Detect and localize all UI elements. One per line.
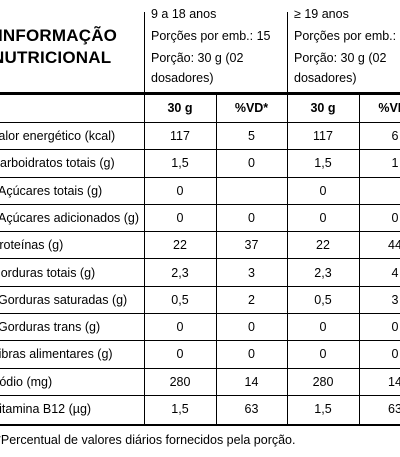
value-vd-19-plus: 4 (391, 265, 399, 280)
column-divider (287, 95, 288, 424)
value-portion-9-18: 2,3 (171, 265, 189, 280)
value-vd-9-18: 63 (244, 402, 259, 416)
table-row: Valor energético (kcal) 117 5 117 6 (0, 123, 400, 151)
value-portion-19-plus: 1,5 (314, 156, 332, 171)
value-portion-19-plus: 280 (312, 374, 334, 389)
table-row: Gorduras trans (g) 0 0 0 0 (0, 314, 400, 342)
group-portion-line2: dosadores) (294, 71, 357, 85)
value-vd-19-plus: 63 (388, 402, 400, 416)
value-vd-9-18: 0 (248, 347, 255, 362)
column-header-vd-2: %VD* (378, 101, 400, 115)
row-label: Vitamina B12 (µg) (0, 402, 92, 416)
column-divider (216, 95, 217, 424)
value-vd-9-18: 5 (248, 129, 255, 143)
table-row: Gorduras totais (g) 2,3 3 2,3 4 (0, 260, 400, 287)
row-label: Proteínas (g) (0, 238, 64, 253)
column-divider (144, 95, 145, 424)
value-portion-9-18: 0 (176, 210, 184, 225)
value-portion-19-plus: 0,5 (314, 292, 332, 307)
table-row: Açúcares adicionados (g) 0 0 0 0 (0, 205, 400, 233)
table-row: Açúcares totais (g) 0 0 (0, 178, 400, 205)
value-portion-19-plus: 0 (319, 347, 327, 362)
value-portion-19-plus: 0 (319, 320, 327, 335)
value-portion-19-plus: 1,5 (314, 402, 332, 416)
value-vd-19-plus: 1 (391, 156, 399, 171)
value-vd-19-plus: 0 (391, 320, 399, 335)
table-row: Carboidratos totais (g) 1,5 0 1,5 1 (0, 150, 400, 178)
footnote: *Percentual de valores diários fornecido… (0, 433, 296, 447)
panel-title-line2: NUTRICIONAL (0, 48, 112, 67)
value-portion-19-plus: 0 (319, 210, 327, 225)
column-divider (144, 12, 145, 95)
group-portion-line1: Porção: 30 g (02 (151, 51, 244, 65)
value-vd-9-18: 0 (248, 320, 255, 335)
value-portion-9-18: 1,5 (171, 402, 189, 416)
value-portion-19-plus: 0 (319, 183, 327, 198)
column-header-vd-1: %VD* (234, 101, 269, 115)
value-portion-9-18: 1,5 (171, 156, 189, 171)
value-portion-19-plus: 22 (316, 238, 330, 253)
value-portion-19-plus: 117 (313, 129, 333, 143)
group-servings: Porções por emb.: 15 (294, 29, 400, 43)
row-label: Gorduras totais (g) (0, 265, 96, 280)
value-vd-9-18: 0 (248, 156, 255, 171)
table-row: Proteínas (g) 22 37 22 44 (0, 232, 400, 260)
value-vd-19-plus (359, 178, 400, 204)
row-label: Gorduras saturadas (g) (0, 292, 128, 307)
group-portion-line1: Porção: 30 g (02 (294, 51, 387, 65)
value-vd-9-18 (216, 178, 287, 204)
row-label: Sódio (mg) (0, 374, 53, 389)
value-vd-9-18: 0 (248, 210, 255, 225)
value-vd-19-plus: 14 (388, 374, 400, 389)
value-vd-19-plus: 3 (391, 292, 399, 307)
row-label: Carboidratos totais (g) (0, 156, 115, 171)
value-portion-9-18: 280 (169, 374, 191, 389)
value-vd-19-plus: 0 (391, 347, 399, 362)
value-vd-9-18: 2 (248, 292, 255, 307)
value-portion-9-18: 0 (176, 183, 184, 198)
group-servings: Porções por emb.: 15 (151, 29, 271, 43)
table-row: Vitamina B12 (µg) 1,5 63 1,5 63 (0, 396, 400, 423)
row-label: Açúcares totais (g) (0, 183, 103, 198)
value-portion-9-18: 117 (170, 129, 190, 143)
value-portion-19-plus: 2,3 (314, 265, 332, 280)
column-divider (359, 95, 360, 424)
header-rule (0, 122, 400, 123)
panel-title-line1: INFORMAÇÃO (0, 26, 118, 45)
table-row: Fibras alimentares (g) 0 0 0 0 (0, 341, 400, 369)
group-age-label: 9 a 18 anos (151, 7, 217, 21)
value-vd-19-plus: 44 (388, 238, 400, 253)
group-portion-line2: dosadores) (151, 71, 214, 85)
table-row: Sódio (mg) 280 14 280 14 (0, 369, 400, 396)
column-header-portion-1: 30 g (167, 101, 193, 115)
table-row: Gorduras saturadas (g) 0,5 2 0,5 3 (0, 287, 400, 315)
value-vd-9-18: 14 (244, 374, 259, 389)
row-label: Valor energético (kcal) (0, 129, 116, 143)
row-label: Fibras alimentares (g) (0, 347, 113, 362)
group-age-label: ≥ 19 anos (294, 7, 349, 21)
value-portion-9-18: 22 (173, 238, 187, 253)
column-divider (287, 12, 288, 95)
value-vd-9-18: 3 (248, 265, 255, 280)
row-label: Gorduras trans (g) (0, 320, 101, 335)
value-vd-9-18: 37 (244, 238, 259, 253)
value-portion-9-18: 0 (176, 347, 184, 362)
column-header-portion-2: 30 g (310, 101, 336, 115)
thick-rule (0, 92, 400, 95)
value-vd-19-plus: 0 (391, 210, 399, 225)
value-vd-19-plus: 6 (391, 129, 399, 143)
row-label: Açúcares adicionados (g) (0, 210, 140, 225)
value-portion-9-18: 0,5 (171, 292, 189, 307)
footer-rule (0, 424, 400, 426)
value-portion-9-18: 0 (176, 320, 184, 335)
